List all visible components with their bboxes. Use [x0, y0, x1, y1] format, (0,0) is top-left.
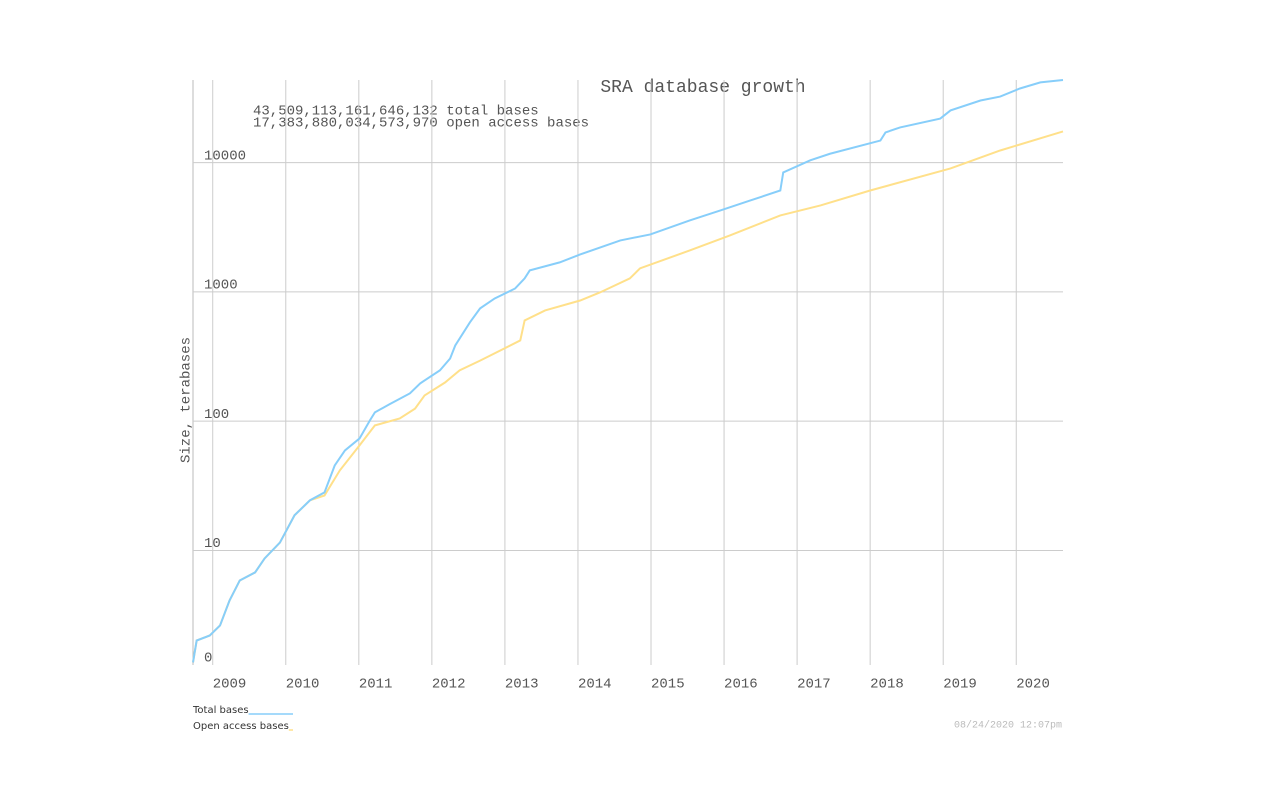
y-tick-label: 1000 [204, 278, 238, 294]
y-tick-label: 10 [204, 536, 221, 552]
legend-label: Open access bases [193, 721, 289, 732]
x-tick-label: 2015 [651, 677, 685, 693]
x-tick-label: 2010 [286, 677, 320, 693]
x-tick-label: 2019 [943, 677, 977, 693]
y-tick-label: 10000 [204, 148, 246, 164]
y-tick-label: 0 [204, 651, 212, 667]
x-tick-label: 2016 [724, 677, 758, 693]
line [192, 130, 1064, 663]
x-tick-label: 2012 [432, 677, 466, 693]
y-tick-label: 100 [204, 407, 229, 423]
chart-title: SRA database growth [600, 78, 805, 98]
x-tick-label: 2020 [1016, 677, 1050, 693]
y-axis-label: Size, terabases [179, 337, 195, 463]
x-tick-label: 2018 [870, 677, 904, 693]
legend-label: Total bases [192, 705, 249, 716]
x-tick-label: 2011 [359, 677, 393, 693]
x-tick-label: 2013 [505, 677, 539, 693]
x-tick-label: 2017 [797, 677, 831, 693]
annotation: 17,383,880,034,573,970 open access bases [253, 116, 589, 132]
x-tick-label: 2009 [213, 677, 247, 693]
x-tick-label: 2014 [578, 677, 612, 693]
timestamp: 08/24/2020 12:07pm [954, 720, 1062, 732]
line [192, 79, 1064, 663]
annotation: 43,509,113,161,646,132 total bases [253, 104, 539, 120]
